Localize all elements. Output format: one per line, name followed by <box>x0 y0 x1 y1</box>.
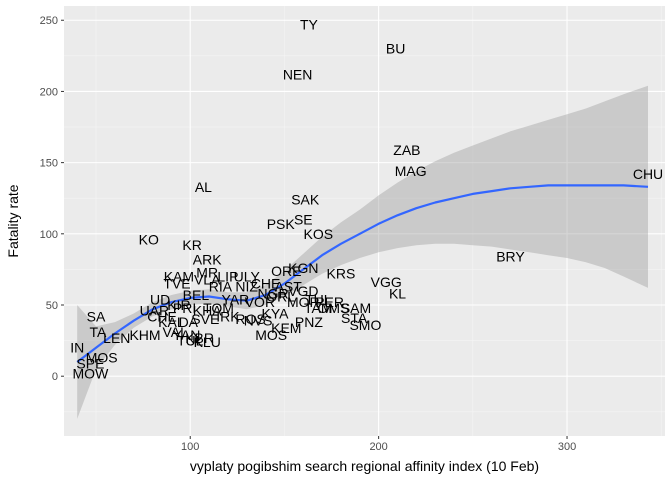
point-label: SVE <box>191 311 219 327</box>
point-label: PNZ <box>295 314 323 330</box>
point-label: TA <box>89 324 107 340</box>
point-label: MOR <box>287 294 320 310</box>
point-label: KR <box>182 237 201 253</box>
point-label: ZAB <box>393 142 420 158</box>
point-label: STA <box>341 310 368 326</box>
y-tick-label: 50 <box>46 300 58 312</box>
point-label: AST <box>275 279 303 295</box>
point-label: IN <box>70 340 84 356</box>
point-label: KGN <box>288 260 318 276</box>
point-label: KIR <box>167 297 190 313</box>
point-label: SMO <box>349 317 381 333</box>
point-label: SPE <box>76 355 104 371</box>
point-label: YAR <box>222 291 250 307</box>
point-label: ROS <box>235 311 265 327</box>
y-tick-label: 200 <box>40 86 58 98</box>
point-label: KBR <box>185 330 214 346</box>
point-label: KHM <box>129 327 160 343</box>
point-label: CHE <box>147 308 177 324</box>
point-label: MOS <box>86 350 118 366</box>
point-label: VAL <box>162 324 188 340</box>
point-label: RIA <box>209 279 233 295</box>
point-label: VOR <box>245 294 275 310</box>
major-gridlines <box>64 6 665 436</box>
x-tick-label: 100 <box>181 441 199 453</box>
point-label: VGG <box>371 274 402 290</box>
point-label: KAM <box>164 269 194 285</box>
point-label: LEN <box>103 330 130 346</box>
confidence-ribbon <box>77 85 648 419</box>
point-label: KYA <box>262 306 290 322</box>
point-label: KO <box>139 232 159 248</box>
point-label: ARK <box>193 251 222 267</box>
x-axis-ticks: 100 200 300 <box>181 436 576 453</box>
point-label: CHE <box>251 276 281 292</box>
point-label: PER <box>315 294 344 310</box>
x-tick-label: 200 <box>369 441 387 453</box>
point-label: NEN <box>283 66 313 82</box>
point-label: BEL <box>183 287 210 303</box>
y-tick-label: 0 <box>52 371 58 383</box>
point-label: VLA <box>194 271 221 287</box>
point-label: KOS <box>304 226 334 242</box>
y-axis-title: Fatality rate <box>5 184 21 257</box>
point-label: BRY <box>496 249 525 265</box>
point-label: VGD <box>288 283 318 299</box>
point-label: PSK <box>267 216 296 232</box>
point-label: LIP <box>217 269 238 285</box>
point-label: KLU <box>194 334 221 350</box>
point-label: MOS <box>255 327 287 343</box>
point-label: SA <box>87 308 106 324</box>
point-label: AL <box>195 179 212 195</box>
point-label: SAK <box>291 192 320 208</box>
minor-gridlines <box>64 6 665 436</box>
point-label: KAL <box>158 314 185 330</box>
point-label: TUL <box>305 291 332 307</box>
point-label: KEM <box>271 320 301 336</box>
point-label: KHA <box>193 303 222 319</box>
x-tick-label: 300 <box>558 441 576 453</box>
point-label: ORE <box>271 263 301 279</box>
y-tick-label: 250 <box>40 15 58 27</box>
point-label: UD <box>150 291 170 307</box>
panel-background <box>64 6 665 436</box>
point-label: TOM <box>203 300 234 316</box>
point-label: KRS <box>327 266 356 282</box>
point-label: MOW <box>73 365 110 381</box>
point-label: ORL <box>266 289 295 305</box>
point-label: YAN <box>173 327 201 343</box>
point-label: MAG <box>395 163 427 179</box>
point-label: MR <box>196 264 218 280</box>
point-label: TAM <box>304 300 333 316</box>
point-label: SAM <box>341 300 371 316</box>
y-tick-label: 100 <box>40 229 58 241</box>
confidence-band <box>77 85 648 419</box>
point-label: ULY <box>234 269 261 285</box>
point-label: IRK <box>216 308 240 324</box>
point-label: DA <box>179 314 199 330</box>
point-label: CHU <box>633 166 663 182</box>
point-label: BU <box>386 41 405 57</box>
y-axis-ticks: 0 50 100 150 200 250 <box>40 15 64 383</box>
point-label: OMS <box>317 300 349 316</box>
point-label: KL <box>389 286 406 302</box>
point-label: SE <box>294 212 313 228</box>
point-label: UAR <box>140 303 170 319</box>
point-label: PRI <box>173 300 196 316</box>
point-label: NVS <box>244 313 273 329</box>
point-label: NIZ <box>235 279 258 295</box>
point-label: TVE <box>163 276 190 292</box>
point-label: TY <box>300 17 319 33</box>
smooth-line-layer <box>76 184 649 363</box>
point-label: NGR <box>258 286 289 302</box>
smooth-line <box>76 184 649 363</box>
x-axis-title: vyplaty pogibshim search regional affini… <box>190 458 539 474</box>
point-label: TUL <box>177 333 204 349</box>
y-tick-label: 150 <box>40 158 58 170</box>
